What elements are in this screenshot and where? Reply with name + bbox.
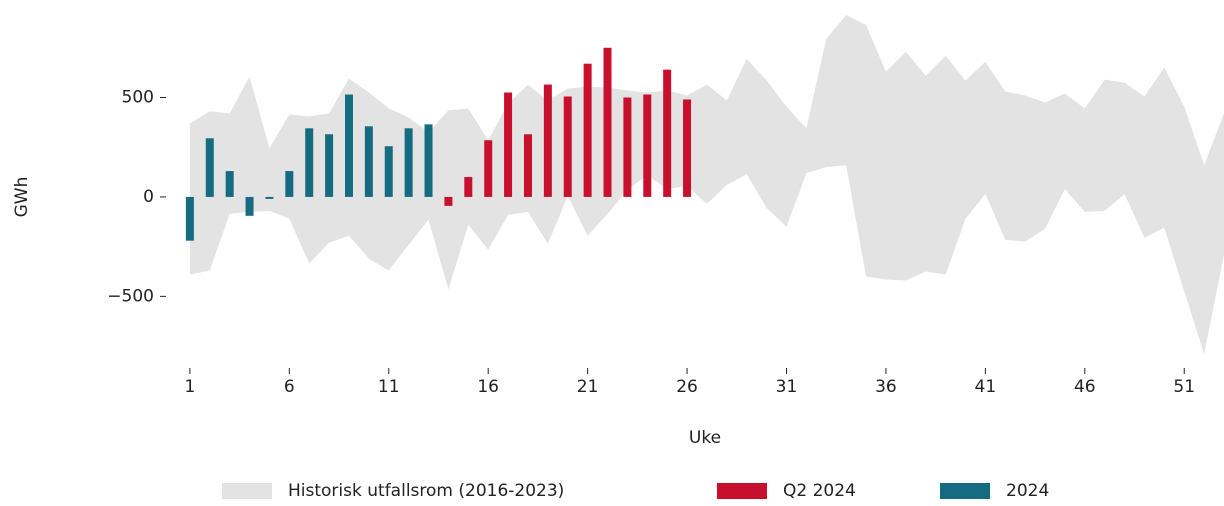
legend-swatch xyxy=(222,483,272,499)
bar xyxy=(424,124,433,197)
bar xyxy=(404,128,413,197)
bar xyxy=(603,47,612,197)
bar xyxy=(305,128,314,197)
bar xyxy=(683,99,692,197)
bar xyxy=(265,196,274,199)
x-tick-label: 36 xyxy=(875,377,897,397)
bar xyxy=(325,134,334,197)
legend-swatch xyxy=(940,483,990,499)
legend-label: 2024 xyxy=(1006,481,1049,501)
bar xyxy=(643,94,652,197)
y-tick-label: 0 xyxy=(143,187,154,207)
x-tick-label: 21 xyxy=(577,377,599,397)
x-tick-label: 46 xyxy=(1074,377,1096,397)
bar xyxy=(444,196,453,206)
bar xyxy=(663,69,672,197)
bar xyxy=(384,146,393,197)
bar xyxy=(185,196,194,241)
bar xyxy=(563,96,572,197)
bar xyxy=(523,134,532,197)
bar xyxy=(484,140,493,197)
x-axis-label: Uke xyxy=(689,428,721,448)
legend-label: Q2 2024 xyxy=(783,481,856,501)
range-area xyxy=(189,14,1224,355)
x-tick-label: 16 xyxy=(477,377,499,397)
bar xyxy=(225,171,234,197)
x-tick-label: 1 xyxy=(184,377,195,397)
legend-label: Historisk utfallsrom (2016-2023) xyxy=(288,481,564,501)
y-tick-label: −500 xyxy=(107,286,154,306)
bar xyxy=(205,138,214,197)
bar xyxy=(245,196,254,216)
legend-swatch xyxy=(717,483,767,499)
bar xyxy=(285,171,294,197)
x-tick-label: 51 xyxy=(1173,377,1195,397)
bar xyxy=(344,94,353,197)
bar xyxy=(543,84,552,197)
x-tick-label: 31 xyxy=(776,377,798,397)
x-tick-label: 11 xyxy=(378,377,400,397)
bar xyxy=(464,177,473,197)
x-tick-label: 41 xyxy=(975,377,997,397)
bar xyxy=(583,63,592,197)
y-tick-label: 500 xyxy=(122,88,154,108)
y-axis-label: GWh xyxy=(12,177,32,218)
x-tick-label: 26 xyxy=(676,377,698,397)
bar xyxy=(364,126,373,197)
x-tick-label: 6 xyxy=(284,377,295,397)
bar xyxy=(504,92,513,197)
bar xyxy=(623,97,632,197)
